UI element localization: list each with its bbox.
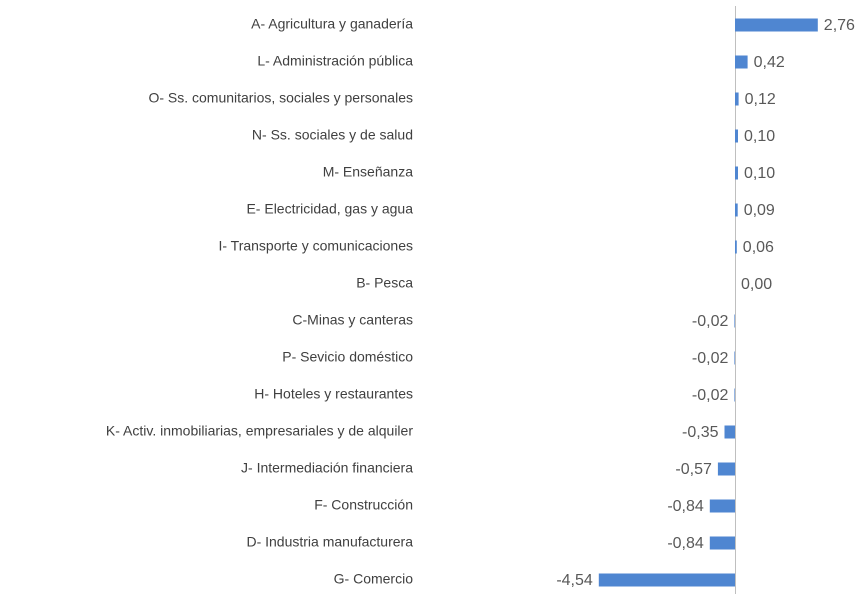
data-label: 0,42 (754, 54, 785, 71)
category-label: J- Intermediación financiera (241, 460, 413, 476)
category-label: L- Administración pública (257, 53, 413, 69)
category-label: F- Construcción (314, 497, 413, 513)
bar (735, 92, 739, 106)
category-label: O- Ss. comunitarios, sociales y personal… (148, 90, 413, 106)
category-label: E- Electricidad, gas y agua (246, 201, 413, 217)
bar (735, 240, 737, 254)
category-label: D- Industria manufacturera (246, 534, 413, 550)
data-label: -0,02 (692, 350, 729, 367)
data-label: -0,84 (667, 535, 704, 552)
category-label: G- Comercio (334, 571, 414, 587)
bar (735, 18, 818, 32)
data-label: 0,06 (743, 239, 774, 256)
category-label: A- Agricultura y ganadería (251, 16, 413, 32)
data-label: -0,02 (692, 387, 729, 404)
data-label: 0,10 (744, 128, 775, 145)
category-label: N- Ss. sociales y de salud (252, 127, 413, 143)
data-label: 0,09 (744, 202, 775, 219)
category-label: H- Hoteles y restaurantes (254, 386, 413, 402)
data-label: 0,00 (741, 276, 772, 293)
bar (724, 425, 735, 439)
bar (735, 203, 738, 217)
bar (709, 536, 735, 550)
bar (735, 55, 748, 69)
bar (709, 499, 735, 513)
data-label: 2,76 (824, 17, 855, 34)
bar (735, 129, 738, 143)
data-label: 0,12 (745, 91, 776, 108)
data-label: 0,10 (744, 165, 775, 182)
data-label: -0,35 (682, 424, 719, 441)
data-label: -0,02 (692, 313, 729, 330)
category-label: I- Transporte y comunicaciones (218, 238, 413, 254)
data-label: -4,54 (556, 572, 593, 589)
category-label: M- Enseñanza (323, 164, 413, 180)
bar (717, 462, 735, 476)
bar (734, 388, 735, 402)
category-label: K- Activ. inmobiliarias, empresariales y… (106, 423, 413, 439)
bar (735, 166, 738, 180)
category-label: C-Minas y canteras (292, 312, 413, 328)
data-label: -0,84 (667, 498, 704, 515)
data-label: -0,57 (675, 461, 712, 478)
bar (598, 573, 735, 587)
category-label: B- Pesca (356, 275, 413, 291)
bar (734, 351, 735, 365)
category-label: P- Sevicio doméstico (282, 349, 413, 365)
bar (734, 314, 735, 328)
